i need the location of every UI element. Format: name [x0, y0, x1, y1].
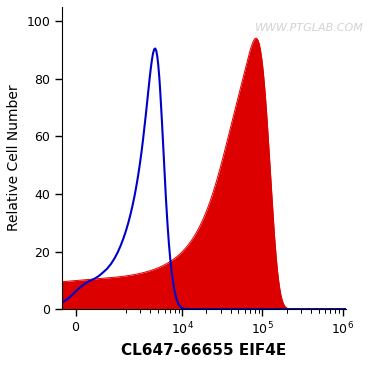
X-axis label: CL647-66655 EIF4E: CL647-66655 EIF4E [121, 343, 287, 358]
Text: WWW.PTGLAB.COM: WWW.PTGLAB.COM [255, 23, 364, 33]
Y-axis label: Relative Cell Number: Relative Cell Number [7, 85, 21, 231]
